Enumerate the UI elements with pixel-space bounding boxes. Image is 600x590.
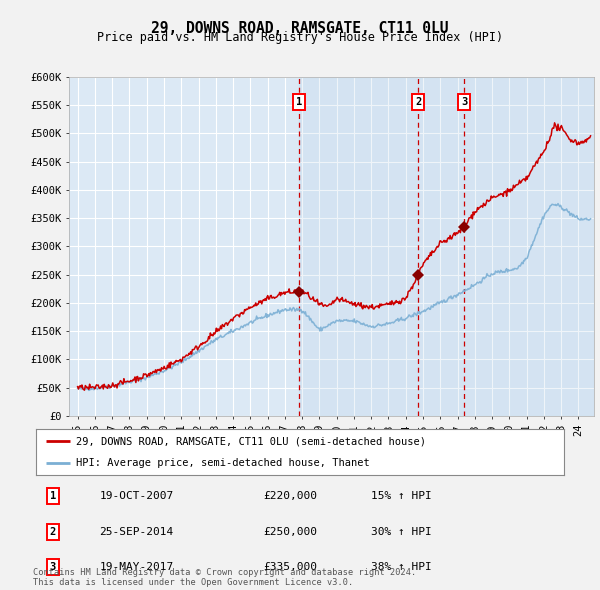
Text: 38% ↑ HPI: 38% ↑ HPI <box>371 562 432 572</box>
Text: 3: 3 <box>461 97 467 107</box>
Text: £335,000: £335,000 <box>263 562 317 572</box>
Text: Price paid vs. HM Land Registry's House Price Index (HPI): Price paid vs. HM Land Registry's House … <box>97 31 503 44</box>
Text: 19-OCT-2007: 19-OCT-2007 <box>100 491 173 501</box>
Text: 2: 2 <box>415 97 421 107</box>
Text: 1: 1 <box>50 491 56 501</box>
Text: £250,000: £250,000 <box>263 527 317 536</box>
Text: HPI: Average price, semi-detached house, Thanet: HPI: Average price, semi-detached house,… <box>76 457 370 467</box>
Text: 29, DOWNS ROAD, RAMSGATE, CT11 0LU: 29, DOWNS ROAD, RAMSGATE, CT11 0LU <box>151 21 449 35</box>
Text: Contains HM Land Registry data © Crown copyright and database right 2024.
This d: Contains HM Land Registry data © Crown c… <box>33 568 416 587</box>
Bar <box>299 77 594 416</box>
Text: 1: 1 <box>296 97 302 107</box>
Text: 19-MAY-2017: 19-MAY-2017 <box>100 562 173 572</box>
Text: 2: 2 <box>50 527 56 536</box>
Text: 15% ↑ HPI: 15% ↑ HPI <box>371 491 432 501</box>
Text: 3: 3 <box>50 562 56 572</box>
Text: £220,000: £220,000 <box>263 491 317 501</box>
Text: 30% ↑ HPI: 30% ↑ HPI <box>371 527 432 536</box>
Text: 29, DOWNS ROAD, RAMSGATE, CT11 0LU (semi-detached house): 29, DOWNS ROAD, RAMSGATE, CT11 0LU (semi… <box>76 437 425 447</box>
Text: 25-SEP-2014: 25-SEP-2014 <box>100 527 173 536</box>
